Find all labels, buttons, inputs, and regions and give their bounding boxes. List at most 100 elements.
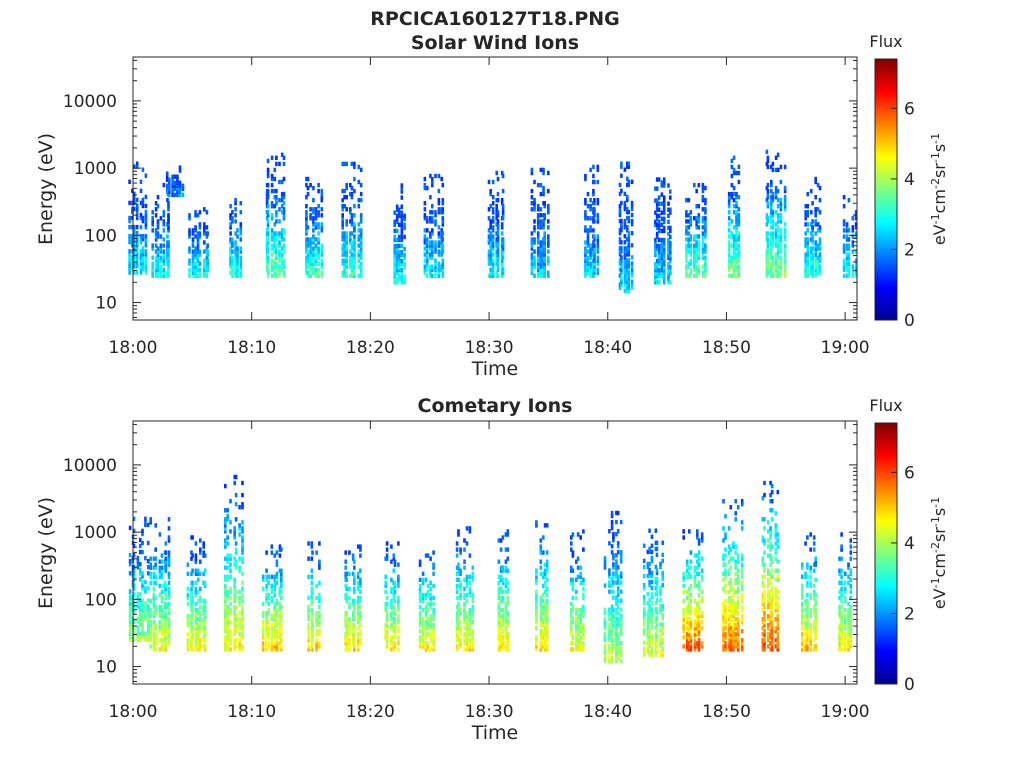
- heatmap-cell: [616, 580, 620, 585]
- heatmap-cell: [144, 264, 148, 269]
- heatmap-cell: [275, 273, 278, 278]
- heatmap-cell: [612, 616, 615, 622]
- heatmap-cell: [202, 580, 205, 585]
- heatmap-cell: [233, 562, 236, 567]
- heatmap-cell: [385, 541, 389, 546]
- heatmap-cell: [309, 216, 312, 221]
- heatmap-cell: [265, 595, 268, 601]
- heatmap-cell: [669, 210, 672, 215]
- heatmap-cell: [434, 249, 437, 254]
- heatmap-cell: [152, 629, 156, 634]
- heatmap-cell: [194, 255, 197, 260]
- heatmap-cell: [497, 592, 501, 598]
- heatmap-cell: [403, 234, 406, 240]
- heatmap-cell: [196, 243, 200, 248]
- heatmap-cell: [423, 237, 427, 242]
- heatmap-cell: [657, 258, 661, 264]
- heatmap-cell: [662, 249, 666, 255]
- heatmap-cell: [737, 249, 741, 254]
- heatmap-cell: [816, 228, 820, 233]
- heatmap-cell: [468, 526, 472, 531]
- heatmap-cell: [261, 647, 265, 652]
- heatmap-cell: [501, 616, 505, 622]
- heatmap-cell: [500, 264, 504, 269]
- heatmap-cell: [280, 577, 283, 582]
- heatmap-cell: [704, 231, 707, 236]
- heatmap-cell: [586, 243, 590, 248]
- heatmap-cell: [344, 574, 347, 579]
- heatmap-cell: [265, 264, 269, 269]
- heatmap-cell: [571, 586, 575, 592]
- heatmap-cell: [403, 262, 406, 267]
- heatmap-cell: [273, 647, 276, 652]
- heatmap-cell: [144, 580, 147, 585]
- heatmap-cell: [233, 644, 236, 649]
- heatmap-cell: [205, 246, 209, 251]
- heatmap-cell: [626, 252, 629, 257]
- heatmap-cell: [491, 207, 495, 212]
- heatmap-cell: [152, 598, 156, 604]
- heatmap-cell: [646, 619, 650, 624]
- heatmap-cell: [267, 580, 270, 585]
- heatmap-cell: [854, 267, 858, 272]
- heatmap-cell: [608, 631, 611, 637]
- heatmap-cell: [501, 249, 505, 254]
- heatmap-cell: [395, 243, 399, 249]
- heatmap-cell: [136, 555, 140, 561]
- heatmap-cell: [688, 635, 691, 640]
- heatmap-cell: [403, 280, 406, 285]
- heatmap-cell: [202, 626, 205, 631]
- heatmap-cell: [173, 174, 177, 179]
- heatmap-cell: [128, 255, 131, 260]
- heatmap-cell: [468, 626, 472, 631]
- heatmap-cell: [231, 270, 234, 275]
- heatmap-cell: [266, 234, 270, 239]
- heatmap-cell: [158, 610, 162, 616]
- heatmap-cell: [806, 191, 809, 197]
- heatmap-cell: [496, 198, 500, 203]
- heatmap-cell: [226, 638, 229, 643]
- heatmap-cell: [233, 589, 236, 595]
- heatmap-cell: [662, 183, 666, 188]
- heatmap-cell: [457, 626, 460, 631]
- heatmap-cell: [202, 604, 205, 610]
- heatmap-cell: [341, 258, 344, 263]
- heatmap-cell: [660, 201, 664, 206]
- heatmap-cell: [704, 249, 707, 254]
- heatmap-cell: [774, 267, 778, 272]
- heatmap-cell: [543, 568, 547, 573]
- heatmap-cell: [238, 556, 241, 561]
- heatmap-cell: [854, 261, 858, 266]
- heatmap-cell: [570, 613, 573, 619]
- heatmap-cell: [616, 592, 620, 597]
- heatmap-cell: [188, 213, 191, 218]
- heatmap-cell: [266, 258, 270, 263]
- heatmap-cell: [657, 274, 661, 279]
- heatmap-cell: [136, 631, 140, 636]
- heatmap-cell: [236, 264, 239, 269]
- heatmap-cell: [530, 261, 534, 266]
- heatmap-cell: [273, 644, 276, 649]
- heatmap-cell: [186, 616, 190, 622]
- heatmap-cell: [132, 164, 136, 169]
- heatmap-cell: [545, 610, 549, 616]
- heatmap-cell: [579, 641, 582, 646]
- heatmap-cell: [603, 659, 607, 664]
- burst-10: [497, 529, 510, 652]
- heatmap-cell: [571, 616, 575, 622]
- heatmap-cell: [135, 215, 139, 221]
- heatmap-cell: [423, 176, 427, 182]
- heatmap-cell: [196, 252, 200, 257]
- heatmap-cell: [167, 240, 170, 245]
- heatmap-cell: [497, 589, 501, 595]
- heatmap-cell: [727, 228, 731, 233]
- heatmap-cell: [457, 577, 460, 582]
- heatmap-cell: [491, 240, 495, 245]
- heatmap-cell: [776, 243, 780, 248]
- heatmap-cell: [818, 243, 822, 248]
- heatmap-cell: [648, 546, 651, 552]
- heatmap-cell: [156, 252, 160, 257]
- heatmap-cell: [736, 626, 740, 631]
- heatmap-cell: [154, 237, 158, 242]
- heatmap-cell: [231, 216, 234, 221]
